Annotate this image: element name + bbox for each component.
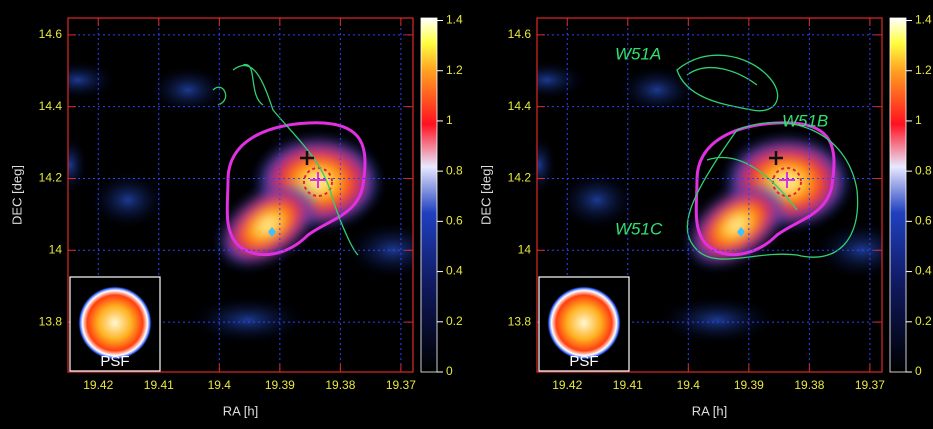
colorbar-tick-label: 1.4 (915, 13, 932, 27)
colorbar-tick-label: 0.6 (915, 214, 932, 228)
x-tick-label: 19.4 (208, 378, 232, 392)
x-axis-label: RA [h] (692, 403, 727, 418)
y-tick-label: 14.4 (508, 99, 532, 113)
annotation: W51B (782, 111, 828, 130)
colorbar-tick-label: 0 (446, 364, 453, 378)
x-tick-label: 19.38 (325, 378, 355, 392)
faint-emission (507, 60, 587, 100)
x-tick-label: 19.42 (552, 378, 582, 392)
y-tick-label: 14.6 (39, 27, 63, 41)
colorbar-tick-label: 0.4 (446, 264, 463, 278)
y-tick-label: 14 (518, 242, 532, 256)
y-axis-label: DEC [deg] (478, 165, 493, 225)
colorbar (421, 18, 437, 372)
faint-emission (657, 295, 777, 345)
colorbar-tick-label: 0.8 (915, 163, 932, 177)
x-tick-label: 19.39 (734, 378, 764, 392)
colorbar-tick-label: 0 (915, 364, 922, 378)
colorbar-tick-label: 0.4 (915, 264, 932, 278)
colorbar-tick-label: 0.2 (446, 314, 463, 328)
faint-emission (38, 60, 118, 100)
x-tick-label: 19.39 (265, 378, 295, 392)
faint-emission (88, 170, 168, 230)
y-tick-label: 13.8 (39, 314, 63, 328)
page: {"chart_data": [ {"type": "heatmap", "xl… (0, 0, 933, 429)
colorbar (890, 18, 906, 372)
colorbar-tick-label: 1.2 (446, 63, 463, 77)
x-tick-label: 19.41 (144, 378, 174, 392)
psf-disk (78, 286, 152, 360)
y-tick-label: 14 (49, 242, 63, 256)
psf-label: PSF (100, 353, 129, 370)
figure: 13.81414.214.414.619.4219.4119.419.3919.… (0, 0, 933, 429)
x-axis-label: RA [h] (223, 403, 258, 418)
colorbar-tick-label: 0.8 (446, 163, 463, 177)
faint-emission (521, 135, 557, 195)
faint-emission (52, 135, 88, 195)
annotation: W51A (615, 44, 661, 63)
annotation: W51C (615, 219, 663, 238)
colorbar-tick-label: 0.6 (446, 214, 463, 228)
psf-disk (547, 286, 621, 360)
y-tick-label: 13.8 (508, 314, 532, 328)
psf-label: PSF (569, 353, 598, 370)
y-tick-label: 14.6 (508, 27, 532, 41)
x-tick-label: 19.37 (386, 378, 416, 392)
x-tick-label: 19.38 (794, 378, 824, 392)
colorbar-tick-label: 1.4 (446, 13, 463, 27)
x-tick-label: 19.37 (855, 378, 885, 392)
y-axis-label: DEC [deg] (9, 165, 24, 225)
faint-emission (188, 295, 308, 345)
faint-emission (148, 65, 228, 115)
colorbar-tick-label: 1 (446, 113, 453, 127)
y-tick-label: 14.2 (39, 171, 63, 185)
y-tick-label: 14.4 (39, 99, 63, 113)
colorbar-tick-label: 1.2 (915, 63, 932, 77)
y-tick-label: 14.2 (508, 171, 532, 185)
colorbar-tick-label: 0.2 (915, 314, 932, 328)
x-tick-label: 19.41 (613, 378, 643, 392)
x-tick-label: 19.4 (677, 378, 701, 392)
colorbar-tick-label: 1 (915, 113, 922, 127)
x-tick-label: 19.42 (83, 378, 113, 392)
faint-emission (617, 65, 697, 115)
